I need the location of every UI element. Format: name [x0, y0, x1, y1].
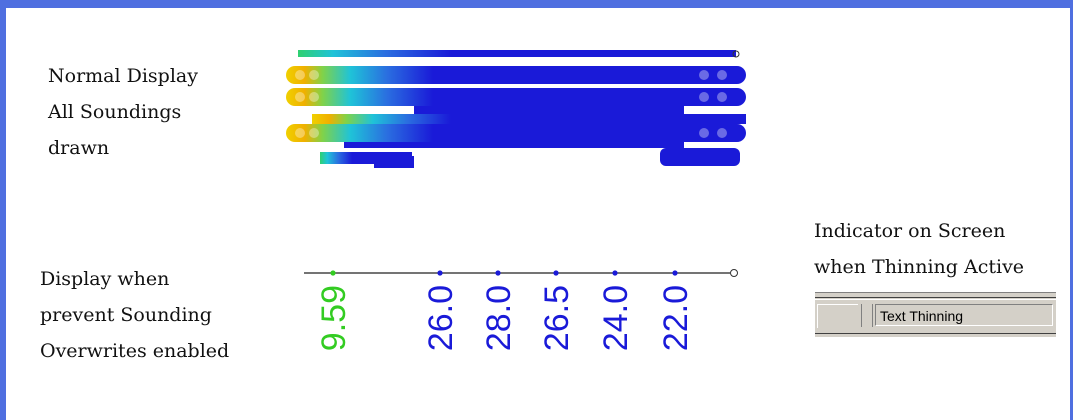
track-end-marker	[732, 50, 740, 58]
thinned-soundings-panel: 9.59 26.0 28.0 26.5 24.0 22.0	[304, 269, 738, 351]
sounding-cluster	[374, 156, 414, 168]
sounding-point	[437, 270, 443, 276]
prevent-overwrites-caption: Display when prevent Sounding Overwrites…	[40, 261, 229, 369]
caption-line: Normal Display	[48, 65, 198, 87]
text-thinning-indicator: Text Thinning	[875, 304, 1053, 326]
digit-texture	[295, 70, 305, 80]
normal-display-caption: Normal Display All Soundings drawn	[48, 58, 198, 166]
status-bar: Text Thinning	[815, 292, 1056, 337]
sounding-point	[672, 270, 678, 276]
digit-texture	[309, 92, 319, 102]
sounding-cluster	[344, 142, 684, 148]
sounding-point	[612, 270, 618, 276]
caption-line: drawn	[48, 137, 110, 159]
digit-texture	[717, 128, 727, 138]
caption-line: prevent Sounding	[40, 304, 212, 326]
digit-texture	[295, 128, 305, 138]
digit-texture	[309, 128, 319, 138]
caption-line: Overwrites enabled	[40, 340, 230, 362]
digit-texture	[717, 70, 727, 80]
caption-line: All Soundings	[48, 101, 182, 123]
caption-line: Indicator on Screen	[814, 220, 1006, 242]
sounding-point	[330, 270, 336, 276]
sounding-cluster	[660, 148, 740, 166]
sounding-label: 9.59	[315, 285, 353, 351]
cluttered-soundings-panel	[286, 50, 746, 168]
sounding-label: 22.0	[657, 285, 695, 351]
status-cell-separator	[861, 304, 873, 327]
digit-texture	[309, 70, 319, 80]
sounding-track	[298, 50, 736, 57]
sounding-label: 28.0	[480, 285, 518, 351]
digit-texture	[699, 70, 709, 80]
caption-line: Display when	[40, 268, 170, 290]
sounding-cluster	[286, 124, 746, 142]
digit-texture	[295, 92, 305, 102]
digit-texture	[717, 92, 727, 102]
sounding-cluster	[286, 88, 746, 106]
caption-line: when Thinning Active	[814, 256, 1025, 278]
sounding-point	[553, 270, 559, 276]
status-bar-edge	[815, 333, 1056, 334]
status-bar-edge	[815, 299, 1056, 300]
sounding-label: 26.5	[538, 285, 576, 351]
sounding-cluster	[312, 114, 746, 124]
track-end-marker	[730, 269, 738, 277]
digit-texture	[699, 92, 709, 102]
digit-texture	[699, 128, 709, 138]
sounding-label: 24.0	[597, 285, 635, 351]
indicator-caption: Indicator on Screen when Thinning Active	[814, 213, 1024, 285]
sounding-cluster	[286, 66, 746, 84]
sounding-point	[495, 270, 501, 276]
sounding-cluster	[414, 106, 684, 114]
sounding-label: 26.0	[422, 285, 460, 351]
status-cell-blank	[817, 304, 858, 328]
status-bar-edge	[815, 297, 1056, 298]
